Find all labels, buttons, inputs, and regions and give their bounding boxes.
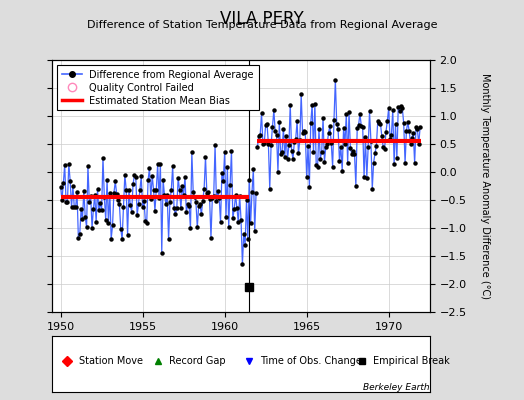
Legend: Difference from Regional Average, Quality Control Failed, Estimated Station Mean: Difference from Regional Average, Qualit… (57, 65, 259, 110)
Text: Time of Obs. Change: Time of Obs. Change (260, 356, 362, 366)
Y-axis label: Monthly Temperature Anomaly Difference (°C): Monthly Temperature Anomaly Difference (… (481, 73, 490, 299)
Text: Record Gap: Record Gap (169, 356, 226, 366)
Text: Berkeley Earth: Berkeley Earth (363, 383, 430, 392)
Text: Empirical Break: Empirical Break (373, 356, 450, 366)
Text: VILA PERY: VILA PERY (220, 10, 304, 28)
Text: Difference of Station Temperature Data from Regional Average: Difference of Station Temperature Data f… (87, 20, 437, 30)
Text: Station Move: Station Move (79, 356, 143, 366)
